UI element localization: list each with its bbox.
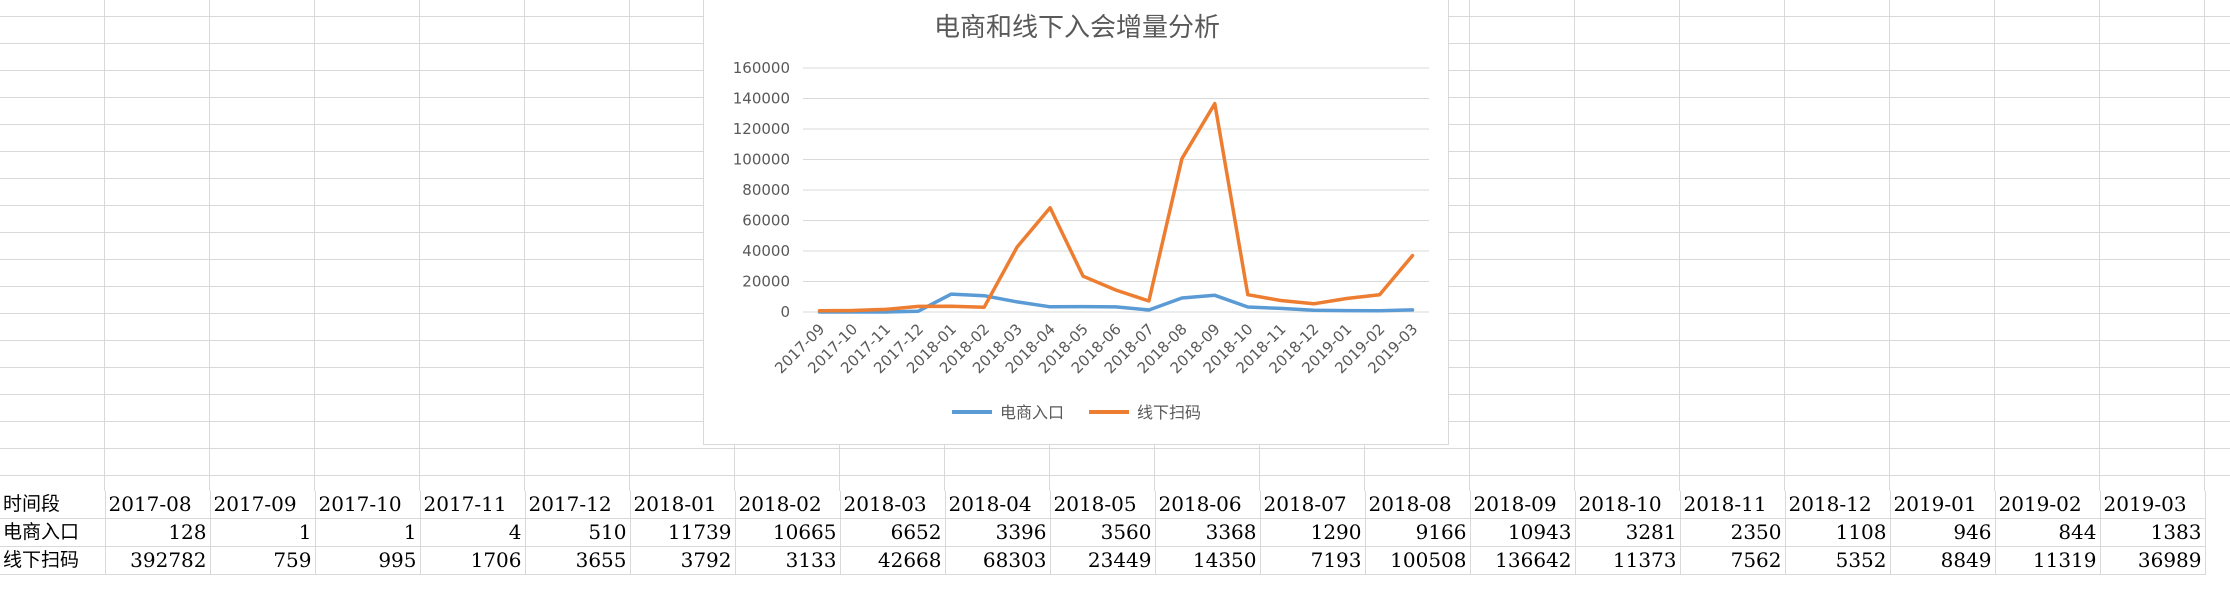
value-cell[interactable]: 11319	[1995, 546, 2101, 575]
period-cell[interactable]: 2018-04	[945, 491, 1051, 519]
value-cell[interactable]: 510	[525, 518, 631, 547]
value-cell[interactable]: 42668	[840, 546, 946, 575]
table-row: 时间段 2017-08 2017-09 2017-10 2017-11 2017-12 20…	[0, 491, 2206, 519]
value-cell[interactable]: 1290	[1260, 518, 1366, 547]
series-line-1[interactable]	[817, 292, 1415, 314]
period-cell[interactable]: 2018-08	[1365, 491, 1471, 519]
value-cell[interactable]: 995	[315, 546, 421, 575]
chart-title: 电商和线下入会增量分析	[934, 13, 1220, 43]
value-cell[interactable]: 11373	[1575, 546, 1681, 575]
value-cell[interactable]: 23449	[1050, 546, 1156, 575]
y-tick-label: 0	[780, 303, 790, 321]
value-cell[interactable]: 5352	[1785, 546, 1891, 575]
chart-legend: 电商入口 线下扫码	[952, 403, 1201, 422]
y-axis-ticks: 0 20000 40000 60000 80000 100000 120000 140000 1…	[733, 59, 790, 321]
y-tick-label: 80000	[742, 181, 790, 199]
period-cell[interactable]: 2018-10	[1575, 491, 1681, 519]
y-tick-label: 140000	[733, 90, 790, 108]
legend-label: 电商入口	[1000, 403, 1064, 422]
table-row: 线下扫码 392782 759 995 1706 3655 3792 3133 42668 683…	[0, 546, 2206, 575]
period-cell[interactable]: 2019-02	[1995, 491, 2101, 519]
period-cell[interactable]: 2018-11	[1680, 491, 1786, 519]
row-label[interactable]: 电商入口	[0, 518, 106, 547]
value-cell[interactable]: 9166	[1365, 518, 1471, 547]
chart-canvas: 电商和线下入会增量分析 0 20000 40000 60000 80000 100000 1…	[733, 13, 1429, 422]
legend-label: 线下扫码	[1137, 403, 1201, 422]
value-cell[interactable]: 136642	[1470, 546, 1576, 575]
value-cell[interactable]: 1	[315, 518, 421, 547]
value-cell[interactable]: 2350	[1680, 518, 1786, 547]
value-cell[interactable]: 759	[210, 546, 316, 575]
series-line-2[interactable]	[817, 101, 1415, 313]
row-label[interactable]: 时间段	[0, 491, 106, 519]
period-cell[interactable]: 2018-09	[1470, 491, 1576, 519]
period-cell[interactable]: 2017-11	[420, 491, 526, 519]
x-axis-ticks: 2017-092017-102017-112017-122018-012018-…	[771, 320, 1421, 377]
value-cell[interactable]: 946	[1890, 518, 1996, 547]
data-table: 时间段 2017-08 2017-09 2017-10 2017-11 2017-12 20…	[0, 491, 2206, 575]
period-cell[interactable]: 2017-09	[210, 491, 316, 519]
value-cell[interactable]: 3560	[1050, 518, 1156, 547]
value-cell[interactable]: 3792	[630, 546, 736, 575]
period-cell[interactable]: 2018-02	[735, 491, 841, 519]
value-cell[interactable]: 128	[105, 518, 211, 547]
value-cell[interactable]: 3396	[945, 518, 1051, 547]
period-cell[interactable]: 2018-07	[1260, 491, 1366, 519]
period-cell[interactable]: 2019-01	[1890, 491, 1996, 519]
value-cell[interactable]: 7562	[1680, 546, 1786, 575]
chart-series	[817, 101, 1415, 314]
value-cell[interactable]: 68303	[945, 546, 1051, 575]
period-cell[interactable]: 2017-12	[525, 491, 631, 519]
value-cell[interactable]: 14350	[1155, 546, 1261, 575]
y-tick-label: 120000	[733, 120, 790, 138]
value-cell[interactable]: 8849	[1890, 546, 1996, 575]
period-cell[interactable]: 2019-03	[2100, 491, 2206, 519]
value-cell[interactable]: 6652	[840, 518, 946, 547]
period-cell[interactable]: 2018-01	[630, 491, 736, 519]
value-cell[interactable]: 3368	[1155, 518, 1261, 547]
value-cell[interactable]: 1108	[1785, 518, 1891, 547]
value-cell[interactable]: 10943	[1470, 518, 1576, 547]
line-chart[interactable]: 电商和线下入会增量分析 0 20000 40000 60000 80000 100000 1…	[703, 0, 1449, 445]
value-cell[interactable]: 11739	[630, 518, 736, 547]
value-cell[interactable]: 844	[1995, 518, 2101, 547]
y-tick-label: 100000	[733, 151, 790, 169]
value-cell[interactable]: 7193	[1260, 546, 1366, 575]
value-cell[interactable]: 100508	[1365, 546, 1471, 575]
period-cell[interactable]: 2018-03	[840, 491, 946, 519]
row-label[interactable]: 线下扫码	[0, 546, 106, 575]
value-cell[interactable]: 1	[210, 518, 316, 547]
chart-gridlines	[803, 67, 1429, 313]
value-cell[interactable]: 3281	[1575, 518, 1681, 547]
y-tick-label: 20000	[742, 273, 790, 291]
value-cell[interactable]: 36989	[2100, 546, 2206, 575]
y-tick-label: 160000	[733, 59, 790, 77]
period-cell[interactable]: 2017-10	[315, 491, 421, 519]
value-cell[interactable]: 392782	[105, 546, 211, 575]
value-cell[interactable]: 1383	[2100, 518, 2206, 547]
value-cell[interactable]: 4	[420, 518, 526, 547]
period-cell[interactable]: 2018-12	[1785, 491, 1891, 519]
table-row: 电商入口 128 1 1 4 510 11739 10665 6652 3396 3560 3368 1…	[0, 518, 2206, 547]
value-cell[interactable]: 10665	[735, 518, 841, 547]
y-tick-label: 40000	[742, 242, 790, 260]
period-cell[interactable]: 2017-08	[105, 491, 211, 519]
value-cell[interactable]: 3655	[525, 546, 631, 575]
period-cell[interactable]: 2018-05	[1050, 491, 1156, 519]
value-cell[interactable]: 3133	[735, 546, 841, 575]
period-cell[interactable]: 2018-06	[1155, 491, 1261, 519]
value-cell[interactable]: 1706	[420, 546, 526, 575]
y-tick-label: 60000	[742, 212, 790, 230]
